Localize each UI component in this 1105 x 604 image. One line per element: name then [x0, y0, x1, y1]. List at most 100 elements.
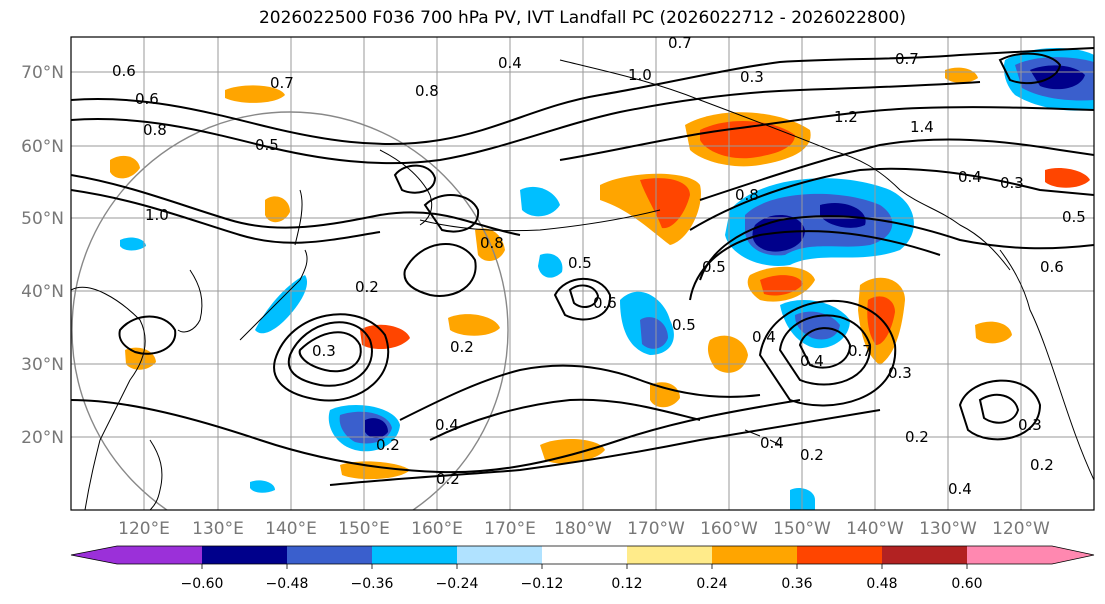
contour-label: 0.7: [668, 34, 692, 52]
colorbar-swatch: [372, 546, 457, 564]
colorbar-swatch: [542, 546, 627, 564]
contour-line: [118, 315, 177, 355]
contour-label: 0.8: [143, 121, 167, 139]
longitude-axis: 120°E 130°E 140°E 150°E 160°E 170°E 180°…: [118, 519, 1050, 539]
lon-label: 170°E: [484, 519, 536, 539]
anomaly-positive: [110, 155, 140, 179]
colorbar-swatch: [967, 546, 1052, 564]
coastline-japan: [239, 189, 308, 341]
contour-label: 0.5: [255, 136, 279, 154]
contour-label: 0.5: [1062, 208, 1086, 226]
contour-label: 0.4: [760, 434, 784, 452]
lat-label: 40°N: [21, 282, 64, 302]
lon-label: 180°W: [554, 519, 612, 539]
colorbar-tick-label: 0.12: [611, 576, 642, 592]
anomaly-positive: [760, 275, 803, 296]
contour-line: [71, 47, 1094, 146]
contour-label: 0.3: [740, 68, 764, 86]
anomaly-negative: [365, 418, 388, 438]
anomaly-negative: [538, 253, 563, 278]
contour-line: [71, 399, 801, 474]
lon-label: 150°E: [338, 519, 390, 539]
colorbar-extend-right: [1052, 546, 1094, 564]
contour-line: [798, 327, 852, 369]
contour-label: 0.6: [593, 294, 617, 312]
contour-label: 0.2: [376, 436, 400, 454]
coastline-kamchatka: [379, 149, 433, 226]
contour-label: 0.4: [800, 352, 824, 370]
colorbar-swatch: [712, 546, 797, 564]
contour-line: [429, 398, 701, 441]
colorbar-tick-label: 0.36: [781, 576, 812, 592]
anomaly-positive: [640, 178, 690, 229]
lon-label: 120°W: [992, 519, 1050, 539]
coastline-aleutians: [419, 209, 661, 232]
colorbar-swatch: [797, 546, 882, 564]
coastline-korea: [177, 269, 203, 333]
map-title: 2026022500 F036 700 hPa PV, IVT Landfall…: [258, 8, 906, 28]
anomaly-negative: [520, 186, 560, 217]
contour-label: 0.2: [450, 338, 474, 356]
lon-label: 160°E: [411, 519, 463, 539]
lat-label: 30°N: [21, 355, 64, 375]
lat-label: 70°N: [21, 63, 64, 83]
contour-label: 0.2: [1030, 456, 1054, 474]
contour-line: [978, 393, 1020, 424]
contour-label: 0.4: [752, 328, 776, 346]
pv-contours: [71, 47, 1094, 486]
contour-label: 0.2: [905, 428, 929, 446]
contour-line: [559, 106, 1094, 161]
coastline-hawaii: [744, 429, 781, 446]
contour-label: 0.4: [498, 54, 522, 72]
colorbar-tick-label: 0.48: [866, 576, 897, 592]
contour-label: 0.2: [800, 446, 824, 464]
lon-label: 140°E: [265, 519, 317, 539]
anomaly-negative: [1030, 65, 1085, 90]
contour-line: [399, 364, 761, 421]
colorbar-outline: [70, 545, 1095, 565]
anomaly-positive: [650, 382, 680, 408]
range-ring: [71, 111, 509, 510]
colorbar: −0.60 −0.48 −0.36 −0.24 −0.12 0.12 0.24 …: [70, 545, 1095, 592]
contour-line: [403, 243, 477, 297]
contour-label: 0.6: [1040, 258, 1064, 276]
colorbar-tick-label: −0.36: [351, 576, 394, 592]
contour-line: [71, 174, 521, 236]
lon-label: 140°W: [846, 519, 904, 539]
contour-line: [958, 379, 1042, 441]
contour-label: 0.6: [112, 62, 136, 80]
contour-label: 0.4: [435, 416, 459, 434]
colorbar-extend-left: [71, 546, 117, 564]
lon-label: 120°E: [118, 519, 170, 539]
coastline-east-asia: [71, 286, 146, 510]
colorbar-swatch: [627, 546, 712, 564]
contour-label: 0.5: [702, 258, 726, 276]
anomaly-negative: [255, 275, 308, 334]
colorbar-swatch: [202, 546, 287, 564]
lon-label: 130°W: [919, 519, 977, 539]
anomaly-positive: [265, 196, 290, 223]
contour-label: 0.4: [958, 168, 982, 186]
contour-line: [689, 167, 1094, 231]
colorbar-swatch: [117, 546, 202, 564]
colorbar-tick-label: −0.48: [266, 576, 309, 592]
contour-line: [699, 215, 1094, 281]
contour-line: [998, 52, 1062, 85]
contour-label: 0.3: [888, 364, 912, 382]
anomaly-negative: [250, 480, 275, 493]
contour-line: [553, 277, 612, 321]
contour-line: [758, 300, 897, 407]
contour-label-group: 0.7 0.5 0.4 0.6 0.3 1.0 0.7 0.7 0.6 0.8 …: [112, 34, 1086, 498]
anomaly-negative: [820, 202, 866, 228]
contour-label: 0.8: [735, 186, 759, 204]
contour-line: [71, 81, 981, 165]
contour-label: 0.7: [270, 74, 294, 92]
anomaly-positive: [867, 296, 895, 345]
contour-line: [329, 409, 881, 486]
contour-line: [298, 331, 362, 373]
lon-label: 170°W: [627, 519, 685, 539]
graticule: [71, 37, 1094, 510]
anomaly-positive: [975, 321, 1012, 344]
anomaly-negative: [120, 237, 146, 251]
contour-line: [568, 284, 600, 309]
